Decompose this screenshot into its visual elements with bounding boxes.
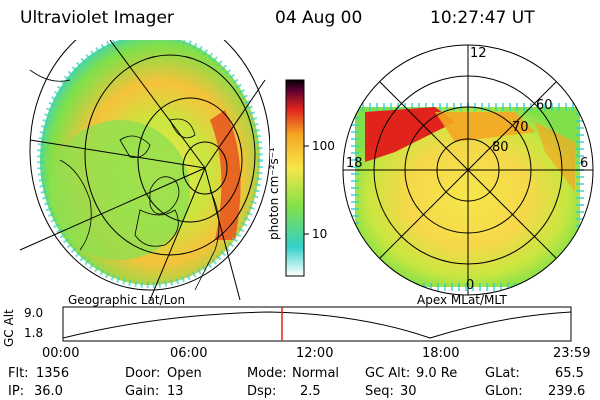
colorbar [285, 79, 309, 277]
colorbar-tick-10: 10 [312, 227, 328, 241]
mlat-label-60: 60 [536, 98, 553, 113]
dsp-value: 2.5 [300, 384, 321, 399]
apex-polar-image [342, 44, 594, 296]
instrument-title: Ultraviolet Imager [20, 8, 174, 28]
flt-label: Flt: [8, 366, 29, 381]
timeline-x-tick-1800: 18:00 [422, 346, 460, 361]
gain-value: 13 [167, 384, 184, 399]
gcalt-value: 9.0 Re [416, 366, 458, 381]
gain-label: Gain: [125, 384, 160, 399]
glon-label: GLon: [485, 384, 523, 399]
glat-label: GLat: [485, 366, 520, 381]
mlat-label-70: 70 [512, 120, 529, 135]
dsp-label: Dsp: [247, 384, 277, 399]
ip-label: IP: [8, 384, 25, 399]
seq-label: Seq: [365, 384, 394, 399]
mlt-label-18: 18 [346, 156, 363, 171]
geo-bright-region [210, 110, 241, 240]
timeline-x-tick-0000: 00:00 [42, 346, 80, 361]
colorbar-gradient [285, 79, 305, 277]
geo-panel-label: Geographic Lat/Lon [68, 293, 186, 307]
flt-value: 1356 [36, 366, 70, 381]
mlt-label-6: 6 [580, 156, 589, 171]
geographic-image [19, 40, 270, 300]
altitude-curve [62, 311, 572, 339]
seq-value: 30 [400, 384, 417, 399]
mlt-label-0: 0 [466, 278, 475, 293]
time-label: 10:27:47 UT [430, 8, 535, 28]
apex-panel-label: Apex MLat/MLT [417, 293, 507, 307]
mode-value: Normal [292, 366, 340, 381]
glat-value: 65.5 [555, 366, 584, 381]
timeline-axis-label: GC Alt [2, 309, 16, 347]
glon-value: 239.6 [548, 384, 586, 399]
polar-grid [342, 44, 594, 296]
colorbar-tick-100: 100 [312, 139, 335, 153]
gcalt-label: GC Alt: [365, 366, 411, 381]
timeline-x-tick-2359: 23:59 [553, 346, 591, 361]
door-label: Door: [125, 366, 161, 381]
timeline-y-tick-1: 1.8 [24, 326, 44, 340]
colorbar-unit-label: photon cm⁻²s⁻¹ [267, 147, 281, 240]
timeline-plot [62, 306, 572, 342]
mlat-label-80: 80 [492, 140, 509, 155]
timeline-y-tick-9: 9.0 [24, 306, 44, 320]
date-label: 04 Aug 00 [275, 8, 363, 28]
mode-label: Mode: [247, 366, 287, 381]
timeline-x-tick-1200: 12:00 [296, 346, 334, 361]
geo-grid [19, 40, 270, 300]
ip-value: 36.0 [34, 384, 63, 399]
timeline-x-tick-0600: 06:00 [170, 346, 208, 361]
geo-coastlines [29, 69, 220, 291]
door-value: Open [167, 366, 202, 381]
mlt-label-12: 12 [470, 46, 487, 61]
